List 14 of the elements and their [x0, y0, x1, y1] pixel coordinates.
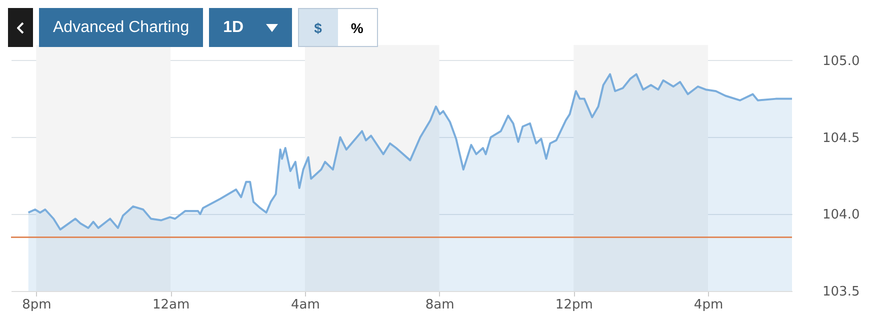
dollar-toggle: $ — [298, 9, 338, 46]
y-tick-label: 105.0 — [822, 54, 860, 69]
x-tick-label: 12am — [152, 298, 190, 312]
x-tick-label: 8am — [425, 298, 454, 312]
charting-button: Advanced Charting — [39, 8, 204, 47]
x-tick-label: 8pm — [22, 298, 52, 312]
period-dropdown: 1D — [209, 8, 292, 47]
y-tick-label: 103.5 — [822, 284, 860, 300]
y-tick-label: 104.5 — [822, 130, 860, 146]
x-tick-label: 4am — [290, 298, 320, 312]
x-tick-label: 4pm — [694, 298, 724, 312]
x-tick-label: 12pm — [555, 298, 593, 312]
percent-toggle: % — [338, 9, 377, 46]
y-tick-label: 104.0 — [822, 208, 860, 223]
